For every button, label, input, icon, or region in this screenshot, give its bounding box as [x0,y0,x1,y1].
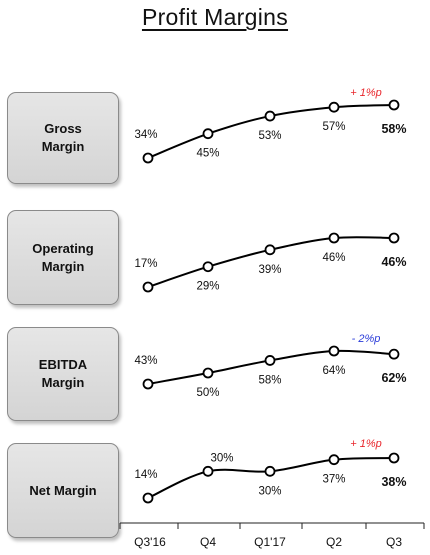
metric-box-operating: Operating Margin [7,210,119,305]
data-point-3-0 [142,492,154,504]
data-point-0-0 [142,152,154,164]
data-point-2-1 [202,367,214,379]
data-point-0-4 [388,99,400,111]
data-point-3-3 [328,454,340,466]
value-label-3-1: 30% [210,452,233,464]
delta-label-0: + 1%p [350,87,382,99]
value-label-2-2: 58% [258,374,281,386]
value-label-3-2: 30% [258,485,281,497]
value-label-1-3: 46% [322,252,345,264]
value-label-3-3: 37% [322,474,345,486]
x-tick-label-4: Q3 [386,535,402,549]
delta-label-2: - 2%p [352,333,381,345]
value-label-0-0: 34% [134,129,157,141]
metric-label-operating: Operating Margin [32,240,94,274]
value-label-1-4: 46% [381,255,406,269]
data-point-2-2 [264,355,276,366]
data-point-2-0 [142,378,154,390]
value-label-0-1: 45% [196,148,219,160]
value-label-1-0: 17% [134,258,157,270]
metric-label-gross: Gross Margin [41,121,85,154]
page-title: Profit Margins [141,4,289,30]
data-point-0-1 [202,128,214,140]
data-point-3-1 [202,465,214,477]
data-point-1-4 [388,232,400,244]
data-point-0-2 [264,110,276,122]
value-label-1-2: 39% [258,264,281,276]
metric-box-ebitda: EBITDA Margin [7,327,119,421]
metric-label-ebitda: EBITDA Margin [38,357,88,390]
data-point-1-3 [328,232,340,244]
metric-label-net: Net Margin [29,482,97,498]
data-point-0-3 [328,101,340,113]
data-point-1-2 [264,244,276,256]
value-label-1-1: 29% [196,281,219,293]
x-tick-label-0: Q3'16 [134,535,166,549]
value-label-0-4: 58% [381,122,406,136]
value-label-3-4: 38% [381,475,406,489]
delta-label-3: + 1%p [350,438,382,450]
value-label-2-1: 50% [196,387,219,399]
metric-box-net: Net Margin [7,443,119,538]
data-point-2-4 [388,348,400,360]
x-tick-label-3: Q2 [326,535,342,549]
x-tick-label-1: Q4 [200,535,216,549]
value-label-3-0: 14% [134,469,157,481]
data-point-3-4 [388,452,400,464]
value-label-2-0: 43% [134,355,157,367]
value-label-0-3: 57% [322,121,345,133]
value-label-2-4: 62% [381,371,406,385]
metric-box-gross: Gross Margin [7,92,119,184]
x-tick-label-2: Q1'17 [254,535,286,549]
data-point-2-3 [328,345,340,357]
value-label-2-3: 64% [322,365,345,377]
value-label-0-2: 53% [258,130,281,142]
data-point-3-2 [264,465,276,477]
data-point-1-1 [202,261,214,273]
data-point-1-0 [142,281,154,293]
